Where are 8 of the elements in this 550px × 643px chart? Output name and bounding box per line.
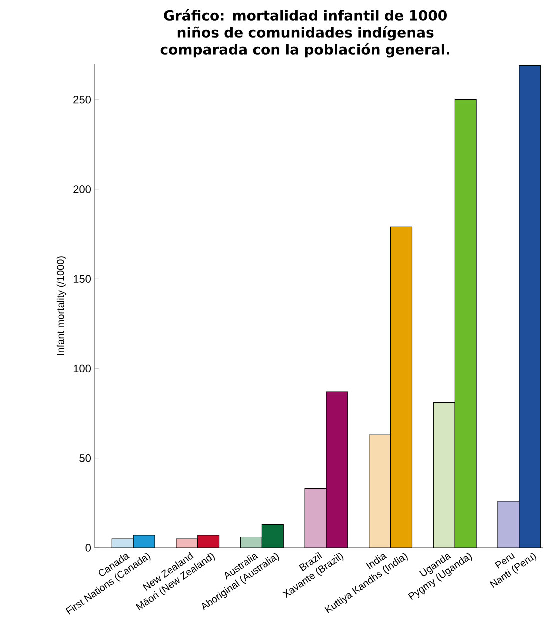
chart-title: Gráfico: mortalidad infantil de 1000 niños de comunidades indígenas comparada con la población general. — [160, 10, 450, 58]
y-tick-label: 200 — [74, 186, 92, 194]
y-tick-label: 250 — [74, 96, 92, 104]
y-axis-title: Infant mortality (/1000) — [56, 256, 66, 356]
y-tick-label: 0 — [86, 544, 92, 552]
y-tick-label: 150 — [74, 275, 92, 284]
y-tick-label: 100 — [74, 364, 92, 373]
y-tick-label: 50 — [80, 454, 92, 462]
